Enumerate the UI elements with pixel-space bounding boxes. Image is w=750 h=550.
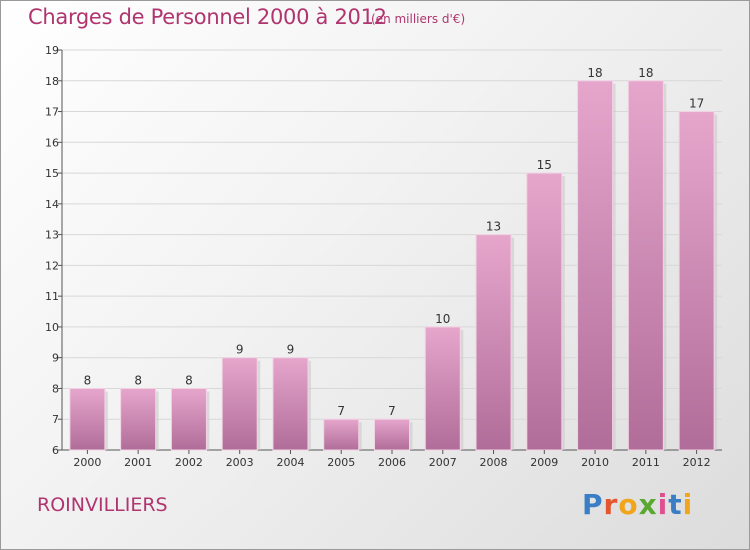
y-tick-label: 16 [45,136,59,149]
data-label: 9 [287,343,295,357]
x-tick-label: 2009 [530,456,558,469]
logo-letter: r [603,488,619,521]
y-tick-label: 12 [45,259,59,272]
bar [69,387,106,451]
y-tick-label: 17 [45,106,59,119]
proxiti-logo: Proxiti [582,488,693,521]
bar [323,418,360,451]
data-label: 18 [587,66,602,80]
bar [120,387,157,451]
y-tick-label: 18 [45,75,59,88]
data-label: 8 [84,373,92,387]
x-tick-label: 2012 [683,456,711,469]
bar [424,326,461,451]
bar [475,234,512,451]
logo-letter: o [618,488,639,521]
x-tick-label: 2005 [327,456,355,469]
data-label: 13 [486,220,501,234]
data-label: 10 [435,312,450,326]
data-label: 8 [134,373,142,387]
y-tick-label: 10 [45,321,59,334]
data-label: 15 [537,158,552,172]
logo-letter: P [582,488,604,521]
commune-name: ROINVILLIERS [37,494,168,516]
data-label: 17 [689,97,704,111]
chart-unit: (en milliers d'€) [371,12,466,26]
data-label: 7 [337,404,345,418]
logo-letter: i [657,488,669,521]
logo-letter: x [638,488,658,521]
x-tick-label: 2000 [73,456,101,469]
x-tick-label: 2001 [124,456,152,469]
bar [221,357,258,451]
data-label: 9 [236,343,244,357]
bar [678,111,715,451]
bar [577,80,614,451]
data-label: 18 [638,66,653,80]
x-tick-label: 2010 [581,456,609,469]
y-tick-label: 13 [45,229,59,242]
data-label: 8 [185,373,193,387]
y-tick-label: 11 [45,290,59,303]
bar [170,387,207,451]
x-tick-label: 2007 [429,456,457,469]
logo-letter: t [668,488,683,521]
data-label: 7 [388,404,396,418]
bar [272,357,309,451]
bar [374,418,410,451]
x-tick-label: 2004 [276,456,304,469]
x-tick-label: 2006 [378,456,406,469]
y-tick-label: 15 [45,167,59,180]
x-tick-label: 2011 [632,456,660,469]
bar [526,172,563,451]
x-tick-label: 2003 [226,456,254,469]
y-tick-label: 9 [52,352,59,365]
x-tick-label: 2002 [175,456,203,469]
y-tick-label: 14 [45,198,59,211]
y-tick-label: 6 [52,444,59,457]
logo-letter: i [682,488,694,521]
x-tick-label: 2008 [480,456,508,469]
y-tick-label: 7 [52,413,59,426]
bar [627,80,664,451]
y-tick-label: 19 [45,44,59,57]
y-tick-label: 8 [52,382,59,395]
chart-title: Charges de Personnel 2000 à 2012 [28,5,387,29]
